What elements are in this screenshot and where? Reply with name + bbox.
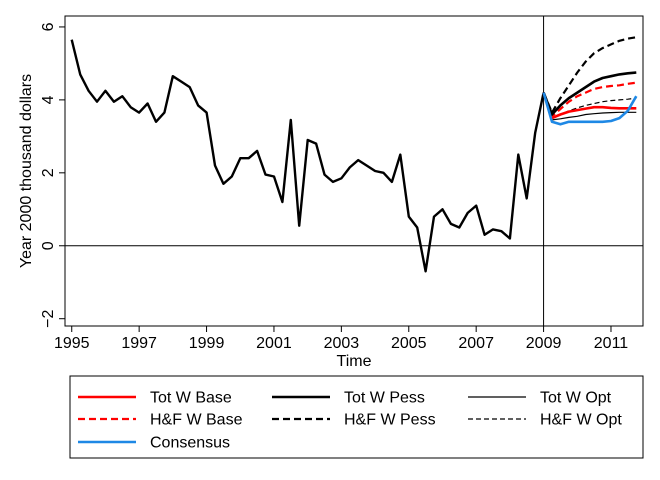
x-tick-label: 2001	[256, 335, 292, 352]
x-tick-label: 2009	[526, 335, 562, 352]
legend-box	[69, 375, 644, 459]
x-tick-label: 1999	[189, 335, 225, 352]
legend-label-tot-w-base: Tot W Base	[150, 390, 232, 407]
x-tick-label: 1995	[54, 335, 90, 352]
x-axis-title: Time	[337, 353, 372, 370]
legend-label-handf-w-opt: H&F W Opt	[540, 412, 622, 429]
x-tick-label: 2005	[391, 335, 427, 352]
plot-frame	[64, 15, 644, 327]
legend: Tot W Base Tot W Pess Tot W Opt H&F W Base H…	[69, 375, 644, 459]
x-tick-label: 2003	[324, 335, 360, 352]
series-line-handf-w-base	[542, 81, 637, 118]
series-line-tot-w-base	[542, 92, 637, 120]
x-axis: 1995 1997 1999 2001 2003 2005 2007 2009 2011	[54, 326, 628, 352]
x-tick-label: 1997	[121, 335, 157, 352]
legend-label-tot-w-opt: Tot W Opt	[540, 390, 612, 407]
y-tick-label: 6	[40, 22, 57, 31]
x-tick-label: 2007	[458, 335, 494, 352]
y-axis: −2 0 2 4 6	[40, 22, 65, 328]
legend-label-tot-w-pess: Tot W Pess	[344, 390, 425, 407]
series-line-tot-w-pess	[542, 71, 637, 116]
series-line-history	[70, 39, 545, 273]
x-tick-label: 2011	[594, 335, 629, 352]
y-tick-label: −2	[40, 309, 57, 327]
reference-lines	[65, 16, 643, 326]
series-line-tot-w-opt	[543, 92, 637, 121]
legend-label-consensus: Consensus	[150, 435, 230, 452]
y-tick-label: 4	[40, 95, 57, 104]
legend-label-handf-w-base: H&F W Base	[150, 412, 243, 429]
series-line-handf-w-pess	[542, 36, 637, 114]
plot-area	[64, 15, 644, 327]
series-line-consensus	[542, 92, 638, 126]
y-axis-title: Year 2000 thousand dollars	[18, 74, 35, 268]
legend-label-handf-w-pess: H&F W Pess	[344, 412, 436, 429]
series-lines	[70, 36, 638, 273]
y-tick-label: 2	[40, 168, 57, 177]
y-tick-label: 0	[40, 241, 57, 250]
